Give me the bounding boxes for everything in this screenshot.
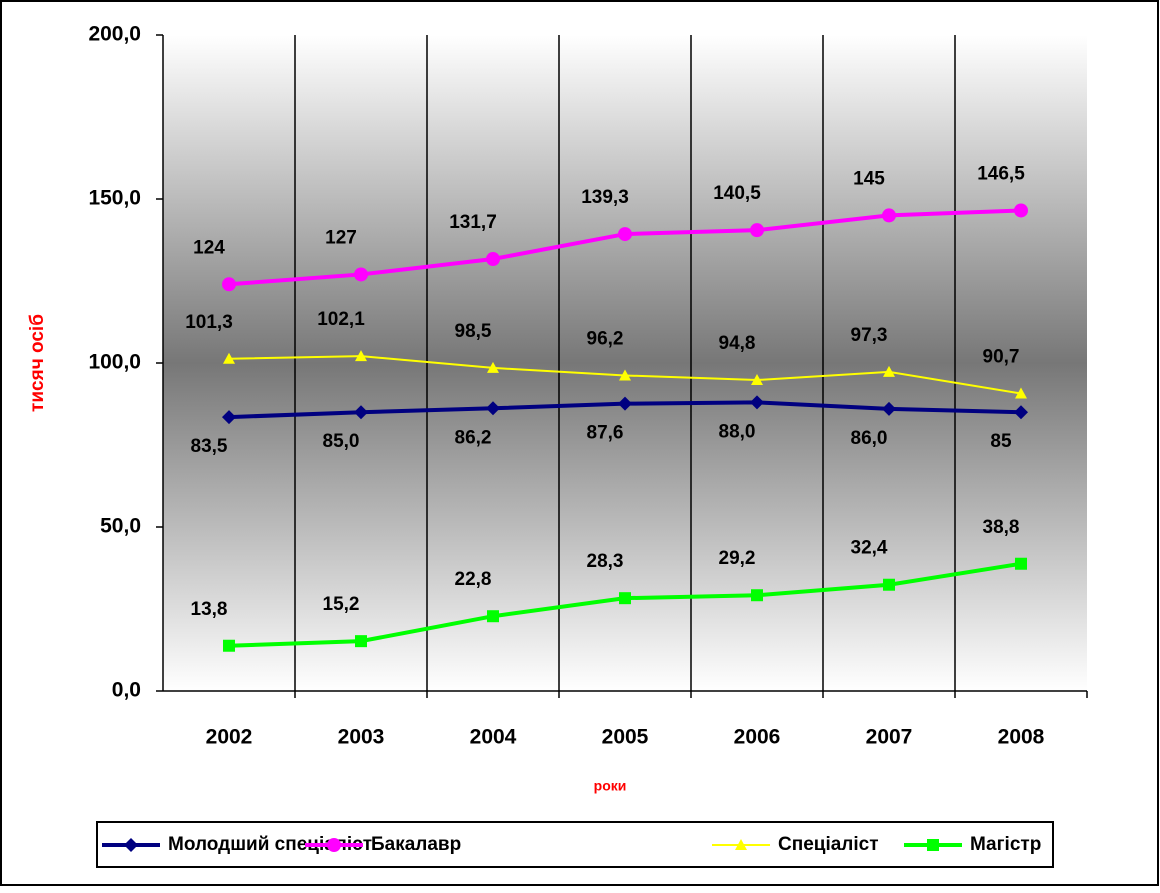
y-tick-label: 200,0 [88,23,141,46]
data-label: 28,3 [587,551,624,572]
x-tick-label: 2006 [734,726,781,749]
legend-box [96,821,1054,868]
marker [222,410,236,425]
data-label: 124 [193,237,225,258]
x-axis-label: роки [594,778,627,794]
x-tick-label: 2007 [866,726,913,749]
x-tick-label: 2002 [206,726,253,749]
legend-label: Магістр [970,834,1041,855]
data-label: 98,5 [455,321,492,342]
x-tick-label: 2004 [470,726,517,749]
data-label: 38,8 [983,517,1020,538]
x-tick-label: 2005 [602,726,649,749]
data-label: 29,2 [719,548,756,569]
data-label: 85,0 [323,431,360,452]
marker [751,589,763,602]
marker [355,350,367,362]
marker [354,267,368,282]
marker [486,252,500,267]
legend-label: Бакалавр [371,834,461,855]
marker [750,223,764,238]
marker [487,361,499,373]
data-label: 90,7 [983,347,1020,368]
data-label: 97,3 [851,325,888,346]
data-label: 15,2 [323,594,360,615]
marker [1015,557,1027,570]
y-tick-label: 50,0 [100,515,141,538]
marker [735,839,747,850]
plot-area [163,35,1087,691]
data-label: 32,4 [851,538,888,559]
marker [486,401,500,416]
marker [1015,387,1027,399]
marker [355,635,367,648]
y-tick-label: 100,0 [88,351,141,374]
x-tick-label: 2003 [338,726,385,749]
legend-label: Спеціаліст [778,834,879,855]
data-label: 101,3 [185,312,233,333]
marker [1014,405,1028,420]
data-label: 94,8 [719,333,756,354]
marker [883,578,895,591]
marker [619,369,631,381]
marker [750,395,764,410]
marker [222,277,236,292]
data-label: 87,6 [587,423,624,444]
x-tick-label: 2008 [998,726,1045,749]
data-label: 131,7 [449,212,497,233]
data-label: 139,3 [581,187,629,208]
data-label: 146,5 [977,163,1025,184]
data-label: 86,0 [851,428,888,449]
marker [618,227,632,242]
data-label: 140,5 [713,183,761,204]
data-label: 102,1 [317,309,365,330]
marker [618,396,632,411]
marker [223,352,235,364]
marker [619,592,631,605]
marker [883,365,895,377]
legend-label: Молодший спеціаліст [168,834,372,855]
data-label: 96,2 [587,328,624,349]
data-label: 145 [853,168,885,189]
marker [327,838,341,852]
marker [1014,203,1028,218]
data-label: 22,8 [455,569,492,590]
data-label: 13,8 [191,599,228,620]
marker [927,839,939,851]
data-label: 83,5 [191,436,228,457]
marker [124,838,138,852]
data-label: 86,2 [455,427,492,448]
data-label: 127 [325,227,357,248]
marker [487,610,499,623]
marker [223,639,235,652]
y-axis-label: тисяч осіб [27,314,48,412]
y-tick-label: 0,0 [112,679,141,702]
data-label: 85 [990,431,1012,452]
marker [882,401,896,416]
data-label: 88,0 [719,421,756,442]
marker [882,208,896,223]
marker [751,374,763,386]
marker [354,405,368,420]
y-tick-label: 150,0 [88,187,141,210]
